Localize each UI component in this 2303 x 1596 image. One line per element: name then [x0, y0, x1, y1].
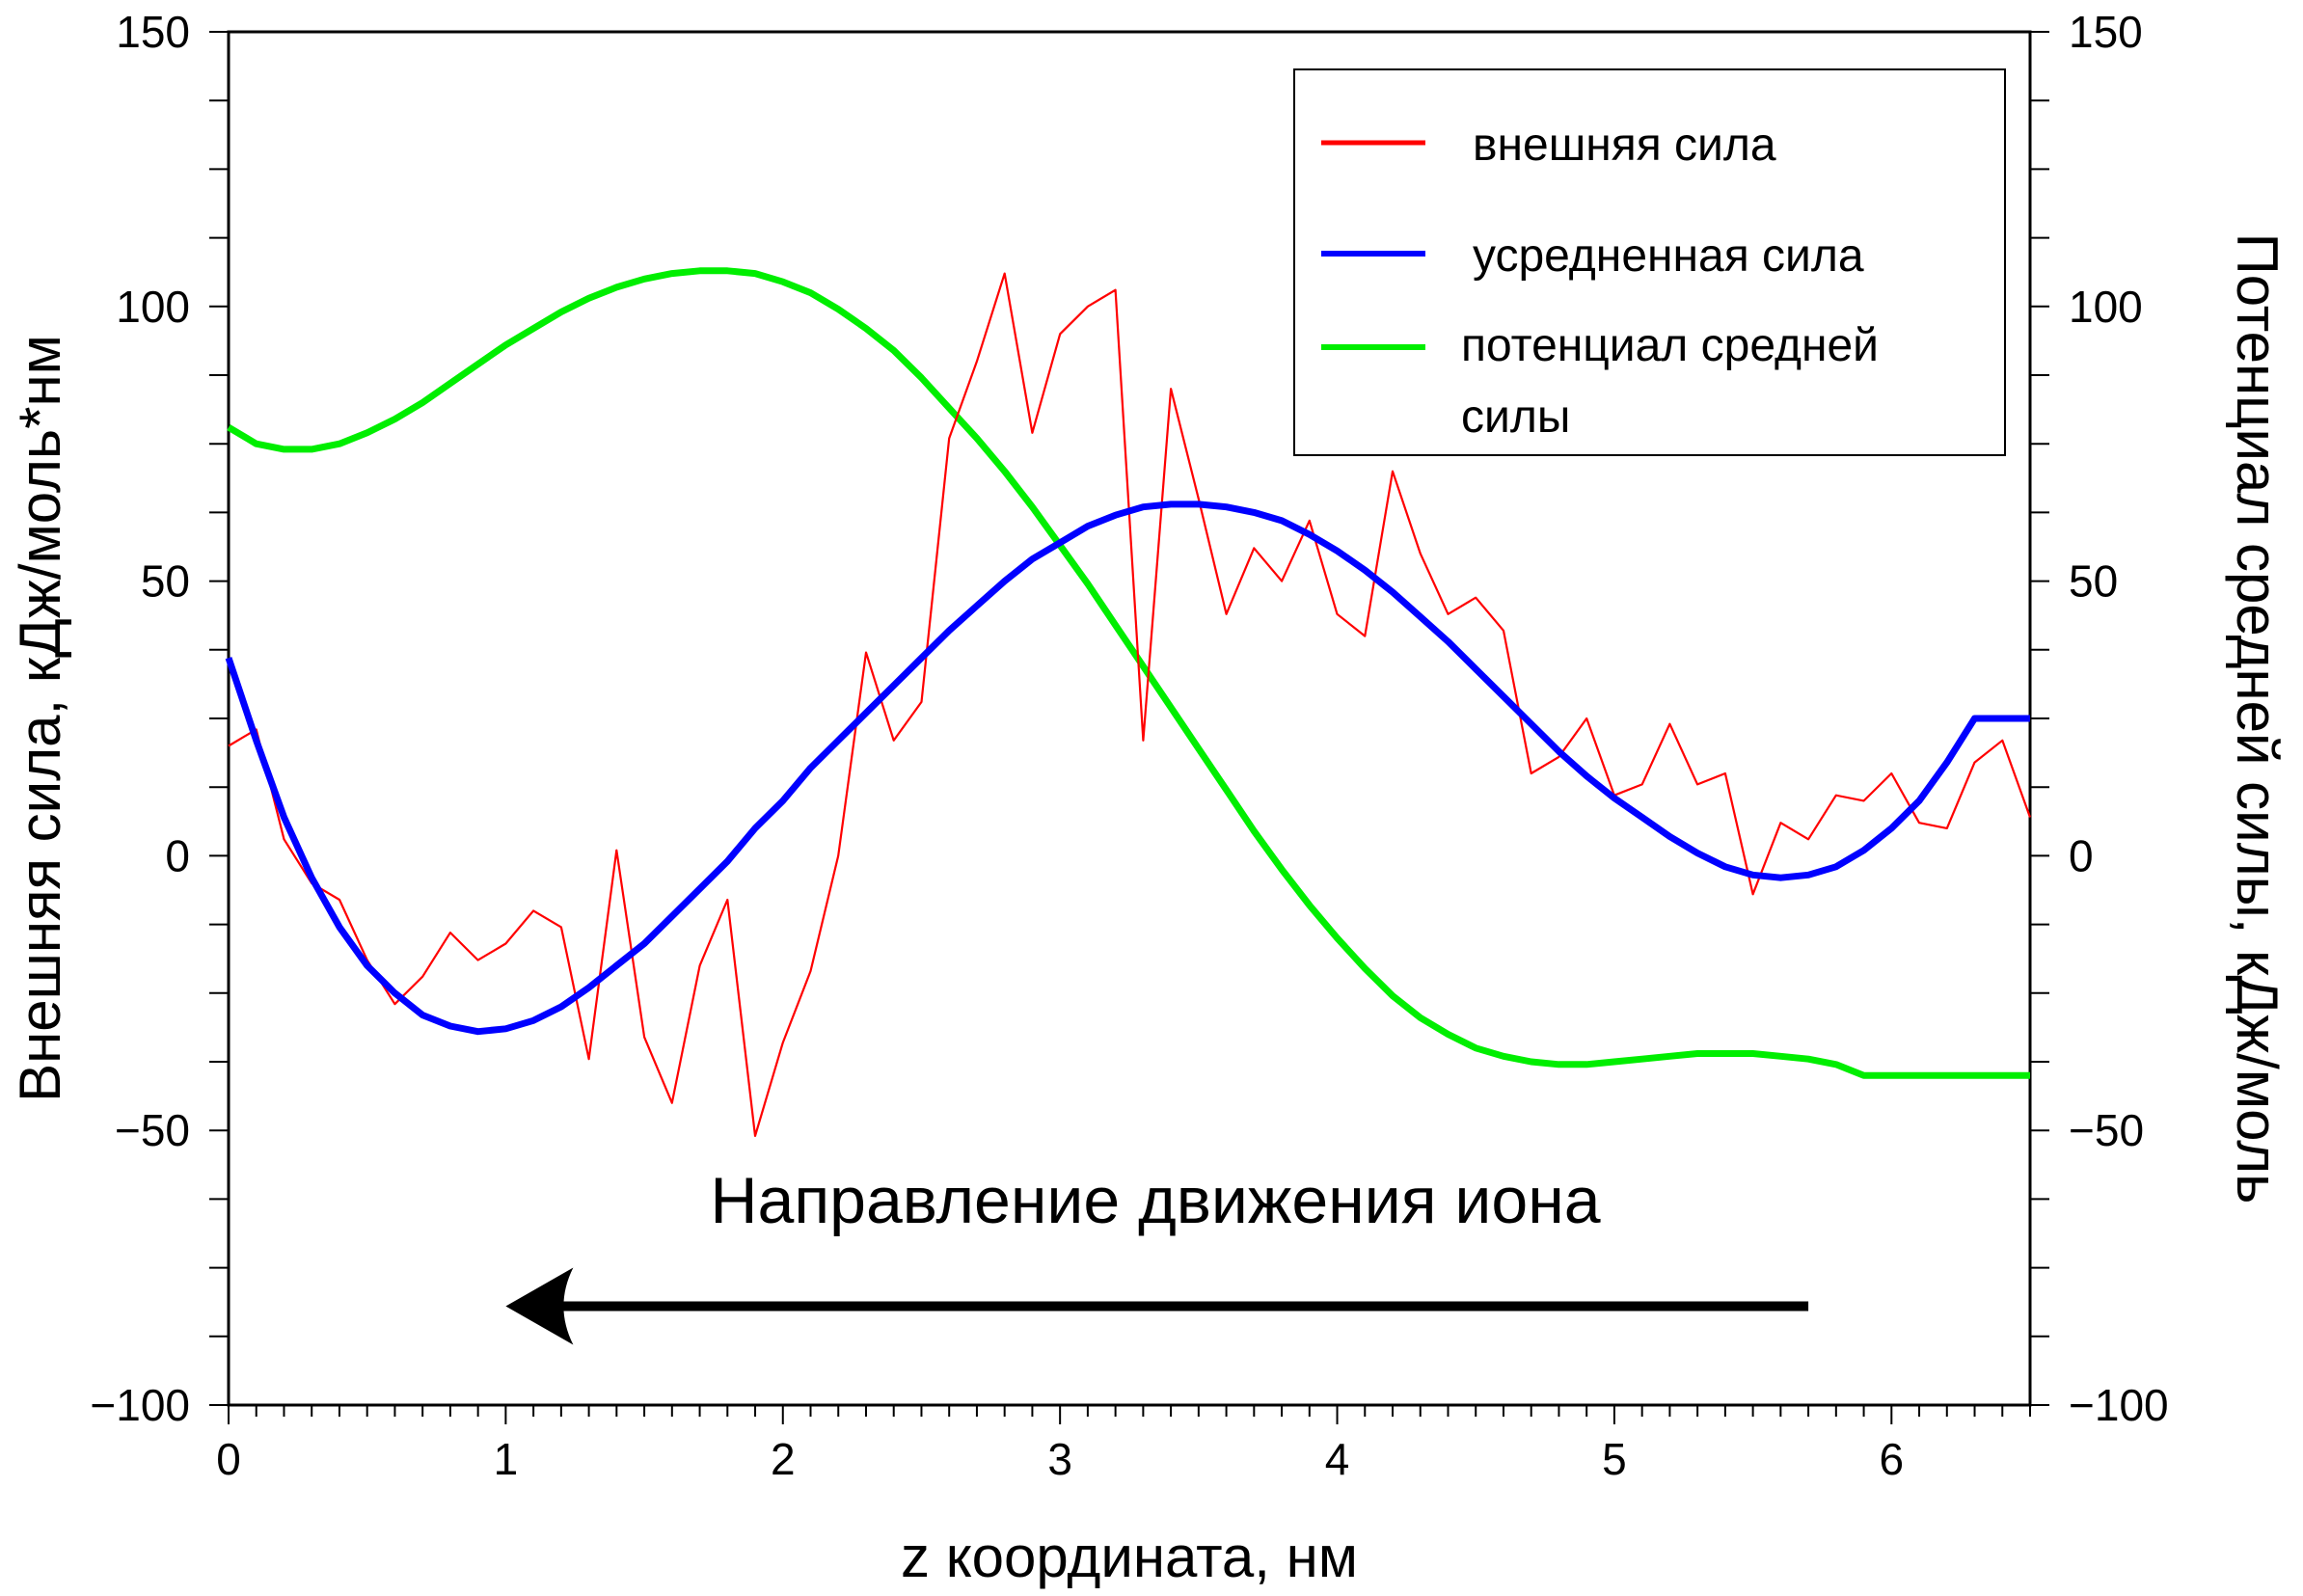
direction-arrow: [505, 1267, 1809, 1345]
axis-ticks: [209, 31, 2049, 1424]
y-tick-label: 150: [116, 7, 190, 57]
y-tick-label: 0: [165, 830, 190, 880]
legend-label-mean-force-potential: потенциал средней силы: [1461, 320, 1879, 443]
legend: внешняя сила усредненная сила потенциал …: [1293, 68, 2006, 456]
y2-axis-title: Потенциал средней силы, кДж/моль: [2225, 233, 2289, 1204]
y2-tick-label: 100: [2069, 282, 2143, 332]
series-averaged-force: [225, 500, 2030, 1036]
legend-label-averaged-force: усредненная сила: [1473, 230, 1864, 282]
x-tick-label: 2: [771, 1434, 796, 1484]
x-tick-label: 6: [1880, 1434, 1905, 1484]
legend-label-external-force: внешняя сила: [1473, 120, 1776, 171]
direction-annotation: Направление движения иона: [710, 1164, 1600, 1237]
arrow-head: [505, 1267, 574, 1345]
y2-tick-label: 50: [2069, 556, 2118, 607]
y-tick-label: 100: [116, 282, 190, 332]
x-axis-title: z координата, нм: [901, 1525, 1358, 1589]
x-tick-label: 4: [1325, 1434, 1350, 1484]
y-tick-label: −50: [115, 1105, 190, 1155]
series-external-force: [228, 272, 2032, 1138]
y2-tick-label: 0: [2069, 830, 2094, 880]
x-tick-label: 5: [1602, 1434, 1627, 1484]
series-layer: [225, 267, 2032, 1138]
x-tick-label: 1: [494, 1434, 519, 1484]
y2-tick-label: 150: [2069, 7, 2143, 57]
axis-tick-labels: 0 1 2 3 4 5 6 150 100 50 0 −50 −100 150 100 50 0 −50 −100: [90, 7, 2168, 1484]
y-tick-label: −100: [90, 1380, 190, 1430]
series-mean-force-potential: [227, 267, 2030, 1079]
x-tick-label: 3: [1047, 1434, 1072, 1484]
x-tick-label: 0: [216, 1434, 241, 1484]
y-tick-label: 50: [141, 556, 190, 607]
y2-tick-label: −50: [2069, 1105, 2144, 1155]
y-axis-title: Внешняя сила, кДж/моль*нм: [8, 335, 72, 1102]
y2-tick-label: −100: [2069, 1380, 2169, 1430]
legend-box: [1293, 68, 2006, 456]
